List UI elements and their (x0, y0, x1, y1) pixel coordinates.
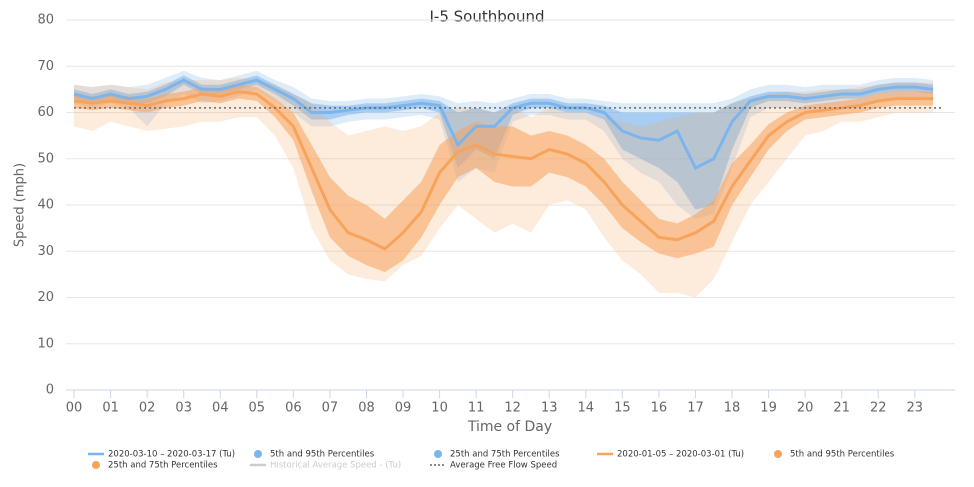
y-tick-label: 0 (46, 383, 54, 398)
x-tick-label: 22 (870, 401, 887, 416)
legend-symbol (254, 450, 262, 458)
x-tick-label: 16 (651, 401, 668, 416)
y-tick-label: 50 (37, 151, 54, 166)
y-tick-label: 40 (37, 198, 54, 213)
legend-label: 25th and 75th Percentiles (450, 450, 560, 460)
x-tick-label: 02 (139, 401, 156, 416)
chart-title: I-5 Southbound (430, 8, 545, 26)
y-axis-label: Speed (mph) (13, 163, 28, 247)
x-tick-label: 04 (212, 401, 229, 416)
x-tick-label: 13 (541, 401, 558, 416)
x-tick-label: 09 (395, 401, 412, 416)
y-tick-label: 60 (37, 105, 54, 120)
speed-line (73, 78, 934, 171)
y-tick-label: 20 (37, 290, 54, 305)
x-tick-label: 03 (175, 401, 192, 416)
percentile-band (74, 75, 934, 210)
legend-label: 25th and 75th Percentiles (108, 461, 218, 471)
x-tick-label: 18 (724, 401, 741, 416)
x-tick-label: 20 (797, 401, 814, 416)
legend-label: 5th and 95th Percentiles (270, 450, 375, 460)
y-tick-label: 10 (37, 336, 54, 351)
y-tick-label: 80 (37, 13, 54, 28)
percentile-band (74, 84, 934, 273)
legend-symbol (774, 450, 782, 458)
legend-label: 5th and 95th Percentiles (790, 450, 895, 460)
x-tick-label: 10 (431, 401, 448, 416)
x-tick-label: 01 (102, 401, 119, 416)
x-tick-label: 17 (687, 401, 704, 416)
legend-label: Historical Average Speed - (Tu) (270, 461, 401, 471)
speed-line (73, 90, 934, 251)
x-tick-label: 05 (249, 401, 266, 416)
x-tick-label: 14 (578, 401, 595, 416)
x-tick-label: 15 (614, 401, 631, 416)
x-tick-label: 12 (504, 401, 521, 416)
x-tick-label: 21 (833, 401, 850, 416)
x-tick-label: 19 (760, 401, 777, 416)
x-tick-label: 11 (468, 401, 485, 416)
x-axis-label: Time of Day (467, 419, 552, 435)
x-tick-label: 06 (285, 401, 302, 416)
y-tick-label: 70 (37, 59, 54, 74)
x-tick-label: 08 (358, 401, 375, 416)
x-tick-label: 07 (322, 401, 339, 416)
x-tick-label: 00 (66, 401, 83, 416)
legend-label: Average Free Flow Speed (450, 461, 557, 471)
legend-symbol (92, 461, 100, 469)
y-tick-label: 30 (37, 244, 54, 259)
legend-label: 2020-01-05 – 2020-03-01 (Tu) (617, 450, 744, 460)
x-tick-label: 23 (907, 401, 924, 416)
legend-symbol (434, 450, 442, 458)
legend-label: 2020-03-10 – 2020-03-17 (Tu) (108, 450, 235, 460)
